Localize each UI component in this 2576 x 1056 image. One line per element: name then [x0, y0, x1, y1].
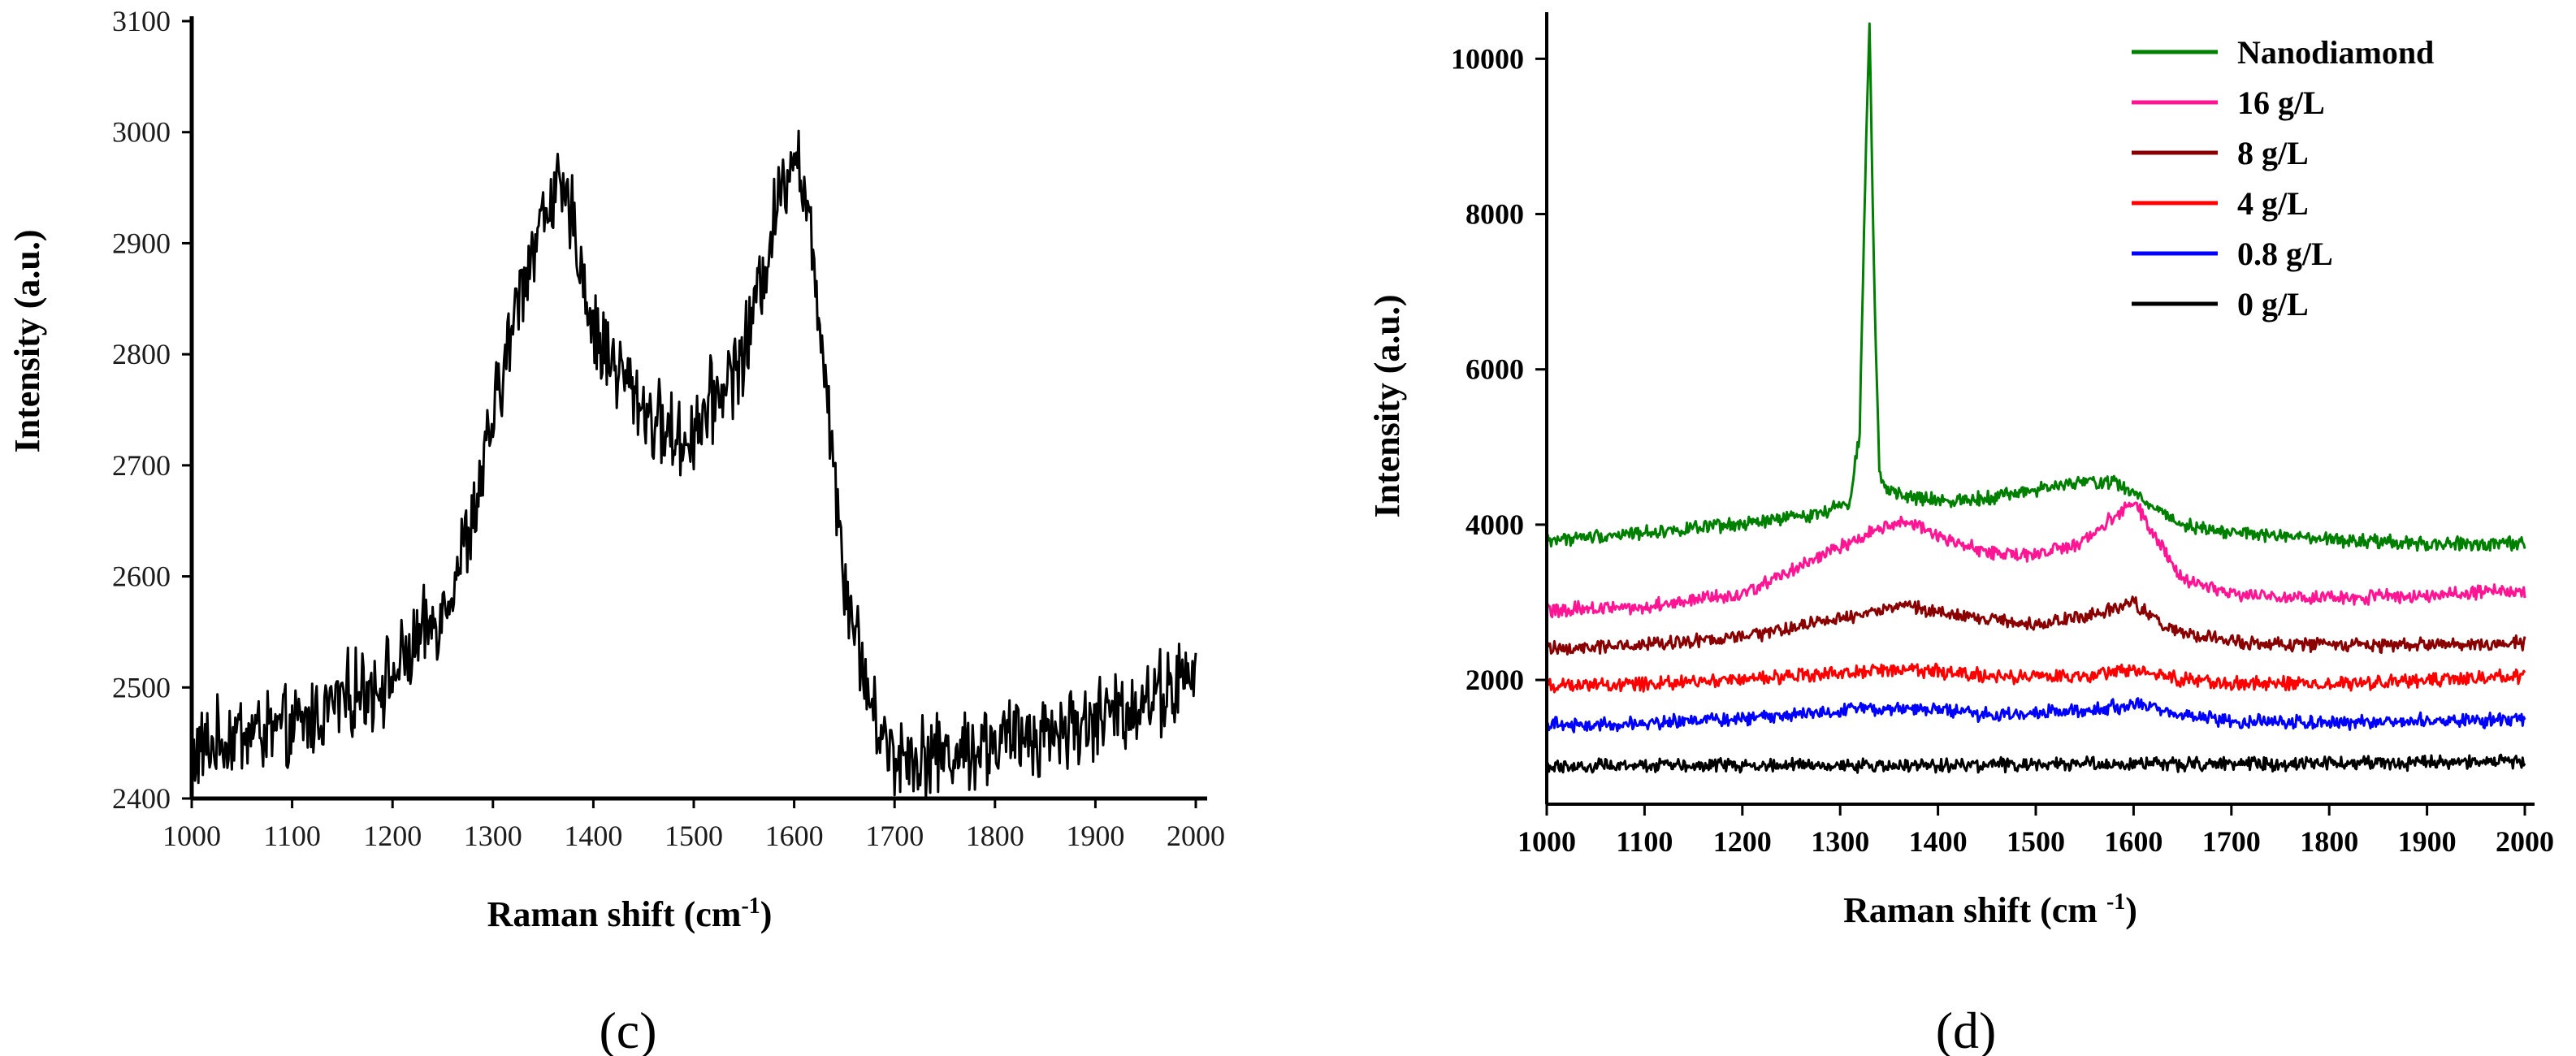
panel-d-y-tick-label: 8000: [1466, 198, 1524, 231]
panel-c-x-tick-label: 1300: [464, 820, 522, 852]
panel-c-y-tick-label: 2500: [112, 671, 171, 703]
legend-label: 0 g/L: [2237, 286, 2309, 322]
panel-d-y-tick-label: 2000: [1466, 664, 1524, 696]
panel-c-x-axis-title: Raman shift (cm-1): [487, 894, 773, 934]
panel-c-y-tick-label: 2400: [112, 782, 171, 815]
panel-c-x-tick-label: 1100: [263, 820, 321, 852]
panel-d-x-tick-label: 1300: [1811, 825, 1869, 858]
legend-label: 0.8 g/L: [2237, 236, 2333, 272]
panel-d-y-tick-label: 4000: [1466, 509, 1524, 541]
panel-c-y-axis-title: Intensity (a.u.): [7, 229, 47, 452]
panel-c-y-tick-label: 3100: [112, 5, 171, 37]
panel-d-series-0-8-g-l: [1545, 697, 2526, 734]
panel-d-ticks: 1000 1100 1200 1300 1400 1500 1600 1700 1800 1900…: [1451, 42, 2554, 858]
panel-c-series: [190, 129, 1197, 800]
panel-d-x-axis-title: Raman shift (cm -1): [1843, 889, 2137, 930]
panel-c-x-tick-label: 1400: [564, 820, 622, 852]
panel-d: 1000 1100 1200 1300 1400 1500 1600 1700 1800 1900…: [1367, 12, 2554, 1056]
panel-d-x-tick-label: 1400: [1909, 825, 1968, 858]
panel-c-x-tick-label: 1200: [363, 820, 422, 852]
panel-d-series-nanodiamond: [1545, 22, 2526, 552]
panel-d-x-tick-label: 1800: [2300, 825, 2358, 858]
panel-c-ticks: 1000 1100 1200 1300 1400 1500 1600 1700 1800 1900…: [112, 5, 1225, 852]
panel-c: 1000 1100 1200 1300 1400 1500 1600 1700 1800 1900…: [7, 5, 1225, 1056]
panel-d-x-tick-label: 1000: [1517, 825, 1576, 858]
panel-c-x-tick-label: 1000: [162, 820, 221, 852]
panel-c-y-tick-label: 2600: [112, 560, 171, 593]
panel-c-y-tick-label: 2800: [112, 338, 171, 370]
panel-d-x-tick-label: 1600: [2104, 825, 2163, 858]
panel-c-x-tick-label: 1900: [1066, 820, 1124, 852]
panel-c-x-tick-label: 2000: [1167, 820, 1225, 852]
panel-d-y-tick-label: 6000: [1466, 353, 1524, 386]
panel-d-y-tick-label: 10000: [1451, 42, 1524, 75]
panel-c-x-tick-label: 1800: [966, 820, 1024, 852]
legend-label: Nanodiamond: [2237, 34, 2434, 71]
panel-c-y-tick-label: 3000: [112, 116, 171, 149]
legend-label: 8 g/L: [2237, 135, 2309, 171]
panel-d-x-tick-label: 1900: [2398, 825, 2457, 858]
panel-d-x-tick-label: 1100: [1616, 825, 1673, 858]
panel-d-series-8-g-l: [1545, 595, 2526, 656]
panel-d-label: (d): [1936, 1002, 1997, 1056]
panel-c-x-tick-label: 1500: [665, 820, 723, 852]
panel-d-x-tick-label: 1200: [1713, 825, 1772, 858]
panel-c-y-tick-label: 2700: [112, 449, 171, 482]
panel-d-x-tick-label: 1500: [2007, 825, 2065, 858]
panel-d-series-0-g-l: [1545, 753, 2526, 774]
legend-label: 16 g/L: [2237, 84, 2325, 121]
panel-d-series-16-g-l: [1545, 501, 2526, 619]
legend-label: 4 g/L: [2237, 185, 2309, 222]
panel-c-y-tick-label: 2900: [112, 227, 171, 259]
panel-c-label: (c): [599, 1002, 656, 1056]
panel-c-series-spectrum: [190, 129, 1197, 800]
panel-d-legend: Nanodiamond 16 g/L 8 g/L 4 g/L 0.8 g/L 0 g/L: [2132, 34, 2434, 322]
panel-c-x-tick-label: 1700: [865, 820, 924, 852]
panel-d-series-4-g-l: [1546, 662, 2526, 694]
panel-d-x-tick-label: 2000: [2496, 825, 2554, 858]
panel-d-x-tick-label: 1700: [2202, 825, 2261, 858]
panel-c-x-tick-label: 1600: [765, 820, 824, 852]
panel-d-y-axis-title: Intensity (a.u.): [1367, 294, 1407, 517]
panel-d-series: [1545, 22, 2526, 774]
